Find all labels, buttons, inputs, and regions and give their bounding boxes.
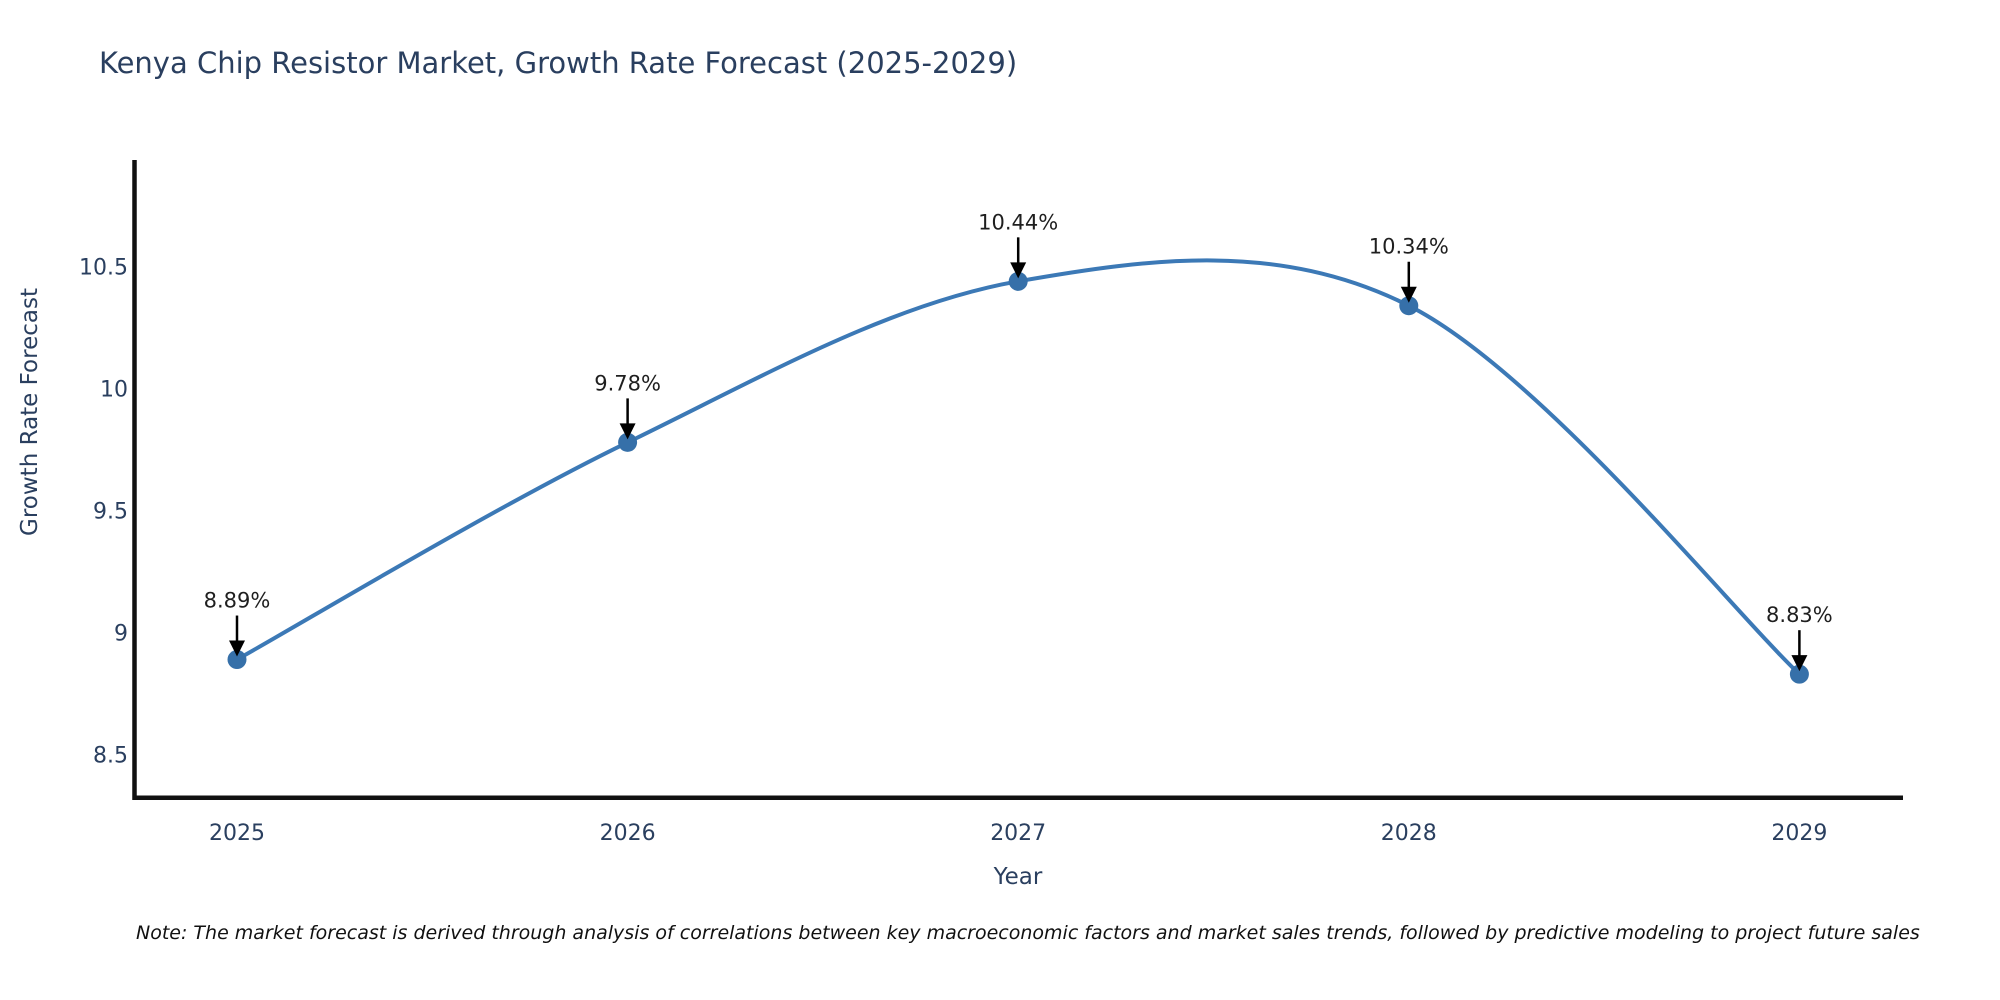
- x-axis-title: Year: [993, 864, 1043, 890]
- footnote: Note: The market forecast is derived thr…: [136, 922, 1920, 944]
- y-tick-label: 9.5: [93, 500, 128, 525]
- annotation-label: 8.83%: [1766, 603, 1833, 627]
- x-tick-label: 2029: [1771, 821, 1827, 846]
- axis-lines: [132, 160, 1903, 800]
- annotation-arrowhead: [619, 423, 636, 440]
- data-point-marker-2028: [1399, 296, 1419, 316]
- annotation-label: 8.89%: [204, 589, 271, 613]
- data-point-marker-2029: [1789, 664, 1809, 684]
- data-point-marker-2027: [1008, 271, 1028, 291]
- y-tick-label: 9: [114, 622, 128, 647]
- x-tick-labels: 2025 2026 2027 2028 2029: [209, 821, 1827, 846]
- annotation-label: 9.78%: [594, 371, 661, 395]
- x-tick-label: 2027: [990, 821, 1046, 846]
- data-point-marker-2026: [618, 432, 638, 452]
- annotation-arrowhead: [229, 640, 245, 657]
- annotation-arrowhead: [1010, 262, 1027, 279]
- annotation-label: 10.34%: [1369, 235, 1449, 259]
- annotations: 8.89% 9.78% 10.44% 10.34% 8.83%: [204, 210, 1833, 672]
- chart-title: Kenya Chip Resistor Market, Growth Rate …: [99, 46, 1018, 80]
- y-tick-label: 8.5: [93, 744, 128, 769]
- annotation-arrowhead: [1400, 286, 1417, 303]
- y-tick-labels: 8.5 9 9.5 10 10.5: [79, 256, 128, 769]
- y-tick-label: 10.5: [79, 256, 128, 281]
- x-tick-label: 2026: [600, 821, 656, 846]
- line-series: [227, 258, 1809, 684]
- y-tick-label: 10: [100, 378, 128, 403]
- x-tick-label: 2025: [209, 821, 265, 846]
- x-tick-label: 2028: [1381, 821, 1437, 846]
- data-point-marker-2025: [227, 650, 247, 670]
- annotation-label: 10.44%: [978, 210, 1058, 234]
- annotation-arrowhead: [1791, 655, 1808, 672]
- series-curve: [235, 258, 1802, 677]
